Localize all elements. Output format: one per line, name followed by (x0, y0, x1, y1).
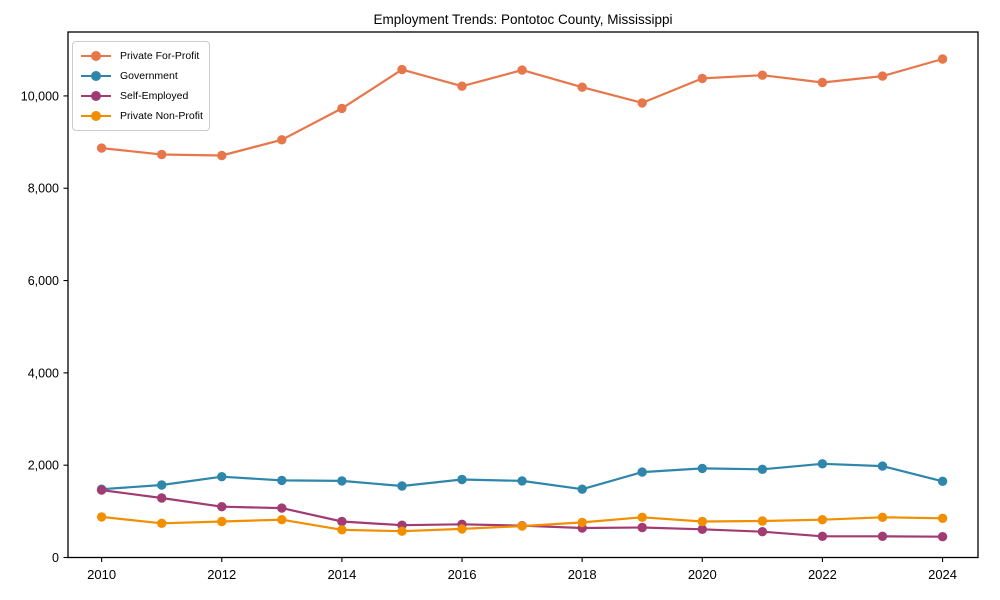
y-tick-label: 8,000 (28, 182, 59, 196)
legend-label-self-employed: Self-Employed (120, 90, 189, 102)
point-self-employed-2019 (637, 522, 647, 533)
point-private-for-profit-2022 (817, 77, 828, 88)
legend-item-private-non-profit: Private Non-Profit (81, 106, 203, 126)
point-self-employed-2014 (337, 516, 347, 527)
point-government-2012 (217, 472, 227, 482)
point-private-for-profit-2020 (697, 73, 707, 84)
x-tick-label: 2022 (808, 567, 837, 582)
legend-label-private-for-profit: Private For-Profit (120, 50, 200, 62)
legend-marker-government (81, 71, 111, 82)
legend-label-government: Government (120, 70, 178, 82)
point-private-non-profit-2016 (457, 524, 467, 534)
point-private-non-profit-2011 (157, 518, 167, 528)
point-government-2017 (517, 476, 527, 486)
legend-item-government: Government (81, 66, 201, 86)
y-tick-label: 6,000 (28, 274, 59, 288)
point-self-employed-2013 (277, 503, 287, 513)
point-self-employed-2023 (877, 531, 888, 541)
point-private-for-profit-2014 (337, 103, 347, 114)
point-government-2014 (337, 476, 347, 486)
point-self-employed-2011 (157, 493, 167, 503)
point-government-2019 (637, 467, 647, 477)
point-self-employed-2020 (697, 524, 707, 534)
x-tick-label: 2020 (688, 567, 717, 582)
point-government-2018 (577, 484, 587, 494)
point-private-for-profit-2016 (457, 81, 467, 91)
point-government-2022 (817, 459, 828, 469)
point-self-employed-2012 (217, 502, 227, 512)
legend: Private For-Profit Government Self-Employe… (72, 41, 210, 131)
x-tick-label: 2024 (928, 567, 957, 582)
point-private-non-profit-2021 (757, 516, 768, 526)
legend-marker-private-non-profit (81, 111, 111, 122)
y-tick-label: 4,000 (28, 366, 59, 380)
point-private-for-profit-2011 (157, 149, 167, 160)
point-private-non-profit-2024 (937, 513, 948, 523)
chart-title: Employment Trends: Pontotoc County, Miss… (373, 12, 673, 27)
point-private-non-profit-2019 (637, 512, 647, 522)
point-private-non-profit-2010 (96, 512, 107, 522)
point-private-non-profit-2015 (397, 526, 407, 536)
point-private-for-profit-2012 (217, 150, 227, 161)
point-private-non-profit-2018 (577, 517, 587, 528)
legend-item-self-employed: Self-Employed (81, 86, 201, 106)
point-government-2021 (757, 464, 768, 474)
point-private-for-profit-2021 (757, 70, 768, 80)
point-private-non-profit-2022 (817, 515, 828, 525)
x-tick-label: 2016 (448, 567, 477, 582)
point-private-for-profit-2013 (277, 135, 287, 145)
point-private-non-profit-2013 (277, 515, 287, 525)
y-tick-label: 10,000 (21, 89, 59, 103)
x-tick-label: 2018 (568, 567, 597, 582)
y-tick-label: 2,000 (28, 459, 59, 473)
y-tick-label: 0 (52, 551, 59, 565)
point-government-2011 (157, 480, 167, 490)
point-self-employed-2024 (937, 532, 948, 542)
point-private-for-profit-2023 (877, 71, 888, 81)
point-private-for-profit-2017 (517, 65, 527, 75)
point-private-for-profit-2015 (397, 64, 407, 75)
legend-marker-private-for-profit (81, 51, 111, 62)
point-self-employed-2022 (817, 531, 828, 541)
point-private-for-profit-2024 (937, 54, 948, 64)
point-government-2015 (397, 481, 407, 491)
legend-item-private-for-profit: Private For-Profit (81, 46, 201, 66)
point-self-employed-2021 (757, 527, 768, 537)
x-tick-label: 2010 (87, 567, 116, 582)
point-government-2023 (877, 461, 888, 471)
point-private-non-profit-2020 (697, 516, 707, 527)
x-tick-label: 2012 (207, 567, 236, 582)
point-government-2013 (277, 475, 287, 486)
legend-marker-self-employed (81, 91, 111, 102)
point-government-2016 (457, 474, 467, 485)
legend-label-private-non-profit: Private Non-Profit (120, 110, 203, 122)
point-private-for-profit-2018 (577, 82, 587, 92)
point-private-non-profit-2023 (877, 512, 888, 522)
point-private-non-profit-2012 (217, 516, 227, 527)
point-private-non-profit-2014 (337, 525, 347, 535)
plot-border (67, 31, 979, 559)
x-tick-label: 2014 (327, 567, 356, 582)
point-private-for-profit-2019 (637, 98, 647, 108)
point-government-2020 (697, 463, 707, 474)
point-self-employed-2010 (96, 485, 107, 495)
point-private-non-profit-2017 (517, 521, 527, 531)
point-government-2024 (937, 476, 948, 486)
point-private-for-profit-2010 (96, 143, 107, 153)
